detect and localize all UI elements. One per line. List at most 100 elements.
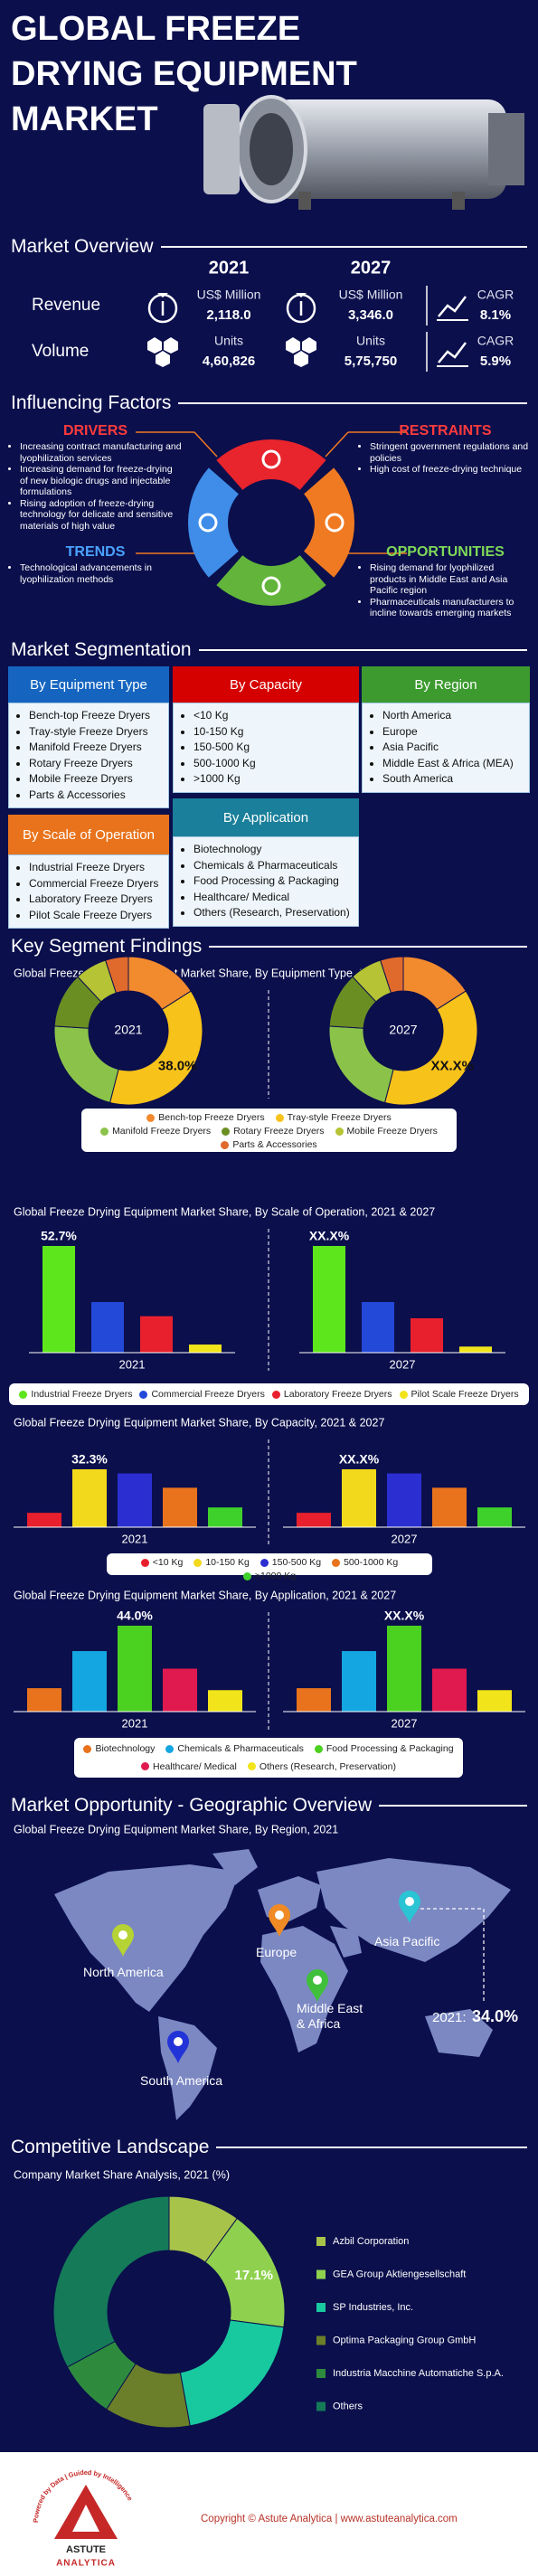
connector: [193, 431, 218, 458]
factor-icon: [261, 449, 281, 469]
factor-icon: [325, 513, 345, 533]
x-group-label: 2021: [119, 1357, 146, 1371]
row-label: Volume: [32, 342, 89, 361]
donut-segment: [179, 2319, 285, 2427]
bar: [91, 1302, 124, 1353]
legend-text: SP Industries, Inc.: [333, 2302, 413, 2313]
segment-item: Laboratory Freeze Dryers: [29, 892, 165, 908]
factor-item: Pharmaceuticals manufacturers to incline…: [370, 597, 533, 619]
map-pin-dot: [275, 1911, 284, 1920]
data-label: 52.7%: [41, 1229, 77, 1243]
segment-item: Asia Pacific: [382, 740, 525, 756]
legend: Industrial Freeze Dryers Commercial Freez…: [9, 1383, 529, 1405]
heading-rule: [216, 2147, 527, 2148]
legend-item: Industrial Freeze Dryers: [19, 1389, 132, 1400]
continent: [260, 1926, 348, 2052]
segment-item: 150-500 Kg: [193, 740, 354, 756]
legend-text: Azbil Corporation: [333, 2236, 409, 2247]
bar: [189, 1345, 222, 1353]
legend-item: Others (Research, Preservation): [247, 1760, 396, 1772]
bar: [432, 1668, 467, 1712]
legend-item: Food Processing & Packaging: [314, 1743, 454, 1754]
metric-value: 3,346.0: [348, 307, 393, 323]
section-heading: Market Segmentation: [11, 637, 527, 663]
data-label: XX.X%: [430, 1058, 474, 1073]
section-heading-text: Market Segmentation: [11, 639, 192, 660]
continent: [425, 2009, 493, 2057]
year-label: 2027: [351, 258, 392, 278]
legend: Biotechnology Chemicals & Pharmaceuticals…: [74, 1738, 463, 1778]
legend-item: Rotary Freeze Dryers: [222, 1126, 325, 1137]
section-heading-text: Influencing Factors: [11, 392, 172, 413]
legend-text: Industria Macchine Automatiche S.p.A.: [333, 2368, 504, 2379]
segment-item: <10 Kg: [193, 708, 354, 724]
bar: [163, 1668, 197, 1712]
region-label: Middle East & Africa: [297, 2001, 363, 2031]
data-label: XX.X%: [309, 1229, 350, 1243]
continent: [54, 1864, 240, 2012]
legend-text: Industrial Freeze Dryers: [31, 1389, 133, 1400]
segment-item: 10-150 Kg: [193, 724, 354, 741]
legend-swatch: [141, 1762, 150, 1771]
legend-swatch: [19, 1390, 28, 1399]
highlight-value: 34.0%: [472, 2007, 518, 2025]
legend-text: 150-500 Kg: [271, 1557, 322, 1568]
bar: [208, 1690, 242, 1712]
title-line: MARKET: [11, 100, 158, 138]
donut-segment: [328, 1025, 394, 1104]
section-heading: Key Segment Findings: [11, 934, 527, 959]
bar: [72, 1651, 107, 1712]
legend-swatch: [165, 1744, 175, 1753]
legend-text: Others (Research, Preservation): [259, 1760, 396, 1772]
money-icon: [157, 293, 168, 297]
heading-rule: [178, 402, 527, 404]
section-heading: Market Overview: [11, 234, 527, 259]
segment-item: Others (Research, Preservation): [193, 905, 354, 921]
legend-text: Commercial Freeze Dryers: [151, 1389, 265, 1400]
cagr-icon: [438, 342, 467, 363]
map-pin: [112, 1924, 134, 1957]
legend-swatch: [316, 2303, 326, 2312]
row-label: Revenue: [32, 296, 100, 315]
segment-header: By Scale of Operation: [8, 815, 169, 854]
legend-item: 500-1000 Kg: [332, 1557, 398, 1568]
factor-title: OPPORTUNITIES: [386, 544, 505, 560]
section-heading: Competitive Landscape: [11, 2135, 527, 2160]
donut-segment: [105, 956, 129, 994]
heading-rule: [209, 946, 527, 948]
logo-bottom: ANALYTICA: [56, 2559, 116, 2569]
legend-text: Parts & Accessories: [232, 1139, 317, 1150]
map-pin-dot: [174, 2037, 183, 2046]
cagr-label: CAGR: [477, 334, 514, 348]
legend-swatch: [140, 1558, 149, 1567]
cube-icon: [286, 337, 300, 354]
heading-rule: [160, 246, 527, 248]
segment-item: Commercial Freeze Dryers: [29, 876, 165, 892]
legend-swatch: [399, 1390, 408, 1399]
cube-icon: [164, 337, 178, 354]
factor-wheel-segment: [304, 467, 354, 578]
legend-item: Manifold Freeze Dryers: [100, 1126, 211, 1137]
section-heading: Market Opportunity - Geographic Overview: [11, 1793, 527, 1818]
legend-item: Bench-top Freeze Dryers: [146, 1112, 265, 1123]
bar: [163, 1487, 197, 1527]
donut-segment: [109, 990, 203, 1106]
segment-item: Rotary Freeze Dryers: [29, 756, 165, 772]
region-label: Asia Pacific: [374, 1934, 440, 1949]
map-pin: [269, 1904, 290, 1937]
data-label: 44.0%: [117, 1609, 153, 1623]
factor-list: Rising demand for lyophilized products i…: [357, 562, 533, 619]
chart-title: Global Freeze Drying Equipment Market Sh…: [14, 1589, 396, 1601]
legend-swatch: [275, 1113, 284, 1122]
money-icon: [296, 293, 307, 297]
legend-text: >1000 Kg: [254, 1571, 297, 1581]
cube-icon: [156, 351, 170, 367]
copyright: Copyright © Astute Analytica | www.astut…: [201, 2514, 458, 2524]
factor-wheel-segment: [216, 555, 326, 607]
bar: [42, 1246, 75, 1353]
legend-swatch: [146, 1113, 156, 1122]
connector: [325, 431, 349, 458]
bar: [387, 1473, 421, 1527]
